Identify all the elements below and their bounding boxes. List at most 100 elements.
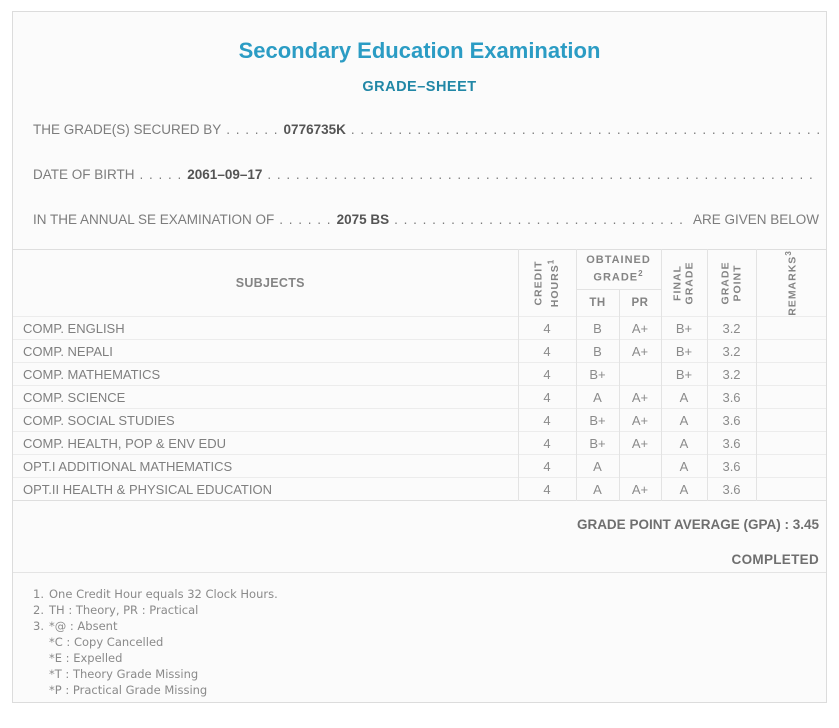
page-subtitle: GRADE–SHEET bbox=[362, 79, 477, 95]
footnote-line: 1. One Credit Hour equals 32 Clock Hours. bbox=[27, 586, 816, 602]
footnote-line: *E : Expelled bbox=[27, 650, 816, 666]
final-grade-header: FINAL GRADE bbox=[660, 249, 708, 317]
remarks-cell bbox=[755, 385, 826, 409]
table-row: COMP. HEALTH, POP & ENV EDU 4 B+ A+ A 3.6 bbox=[13, 431, 826, 455]
practical-column-header: PR bbox=[618, 289, 662, 317]
footnote-text: *E : Expelled bbox=[49, 651, 123, 665]
remarks-cell bbox=[755, 408, 826, 432]
footnote-number bbox=[27, 682, 44, 698]
footnote-text: *P : Practical Grade Missing bbox=[49, 683, 208, 697]
obtained-grade-header: OBTAINED GRADE2 bbox=[575, 249, 662, 290]
table-row: COMP. SCIENCE 4 A A+ A 3.6 bbox=[13, 385, 826, 409]
footnote-number bbox=[27, 650, 44, 666]
remarks-cell bbox=[755, 477, 826, 501]
info-line-secured-by: THE GRADE(S) SECURED BY . . . . . . 0776… bbox=[13, 123, 826, 137]
table-row: OPT.II HEALTH & PHYSICAL EDUCATION 4 A A+ A 3… bbox=[13, 477, 826, 501]
point-cell: 3.2 bbox=[706, 362, 757, 386]
info-line-examination: IN THE ANNUAL SE EXAMINATION OF . . . . … bbox=[13, 213, 826, 227]
theory-column-header: TH bbox=[575, 289, 619, 317]
th-cell: B bbox=[575, 316, 619, 340]
final-cell: B+ bbox=[660, 339, 708, 363]
th-cell: B+ bbox=[575, 431, 619, 455]
remarks-cell bbox=[755, 431, 826, 455]
info-line-date-of-birth: DATE OF BIRTH . . . . . 2061–09–17 . . .… bbox=[13, 168, 826, 182]
footnote-number: 3. bbox=[33, 619, 44, 633]
pr-cell: A+ bbox=[618, 339, 662, 363]
footnote-text: One Credit Hour equals 32 Clock Hours. bbox=[49, 587, 278, 601]
remarks-cell bbox=[755, 454, 826, 478]
subject-cell: OPT.II HEALTH & PHYSICAL EDUCATION bbox=[13, 477, 518, 501]
credit-cell: 4 bbox=[517, 477, 576, 501]
remarks-cell bbox=[755, 339, 826, 363]
gpa-line: GRADE POINT AVERAGE (GPA) : 3.45 bbox=[13, 517, 819, 532]
secured-by-label: THE GRADE(S) SECURED BY bbox=[33, 123, 222, 137]
final-cell: B+ bbox=[660, 362, 708, 386]
are-given-below-label: ARE GIVEN BELOW bbox=[692, 213, 819, 227]
subject-cell: OPT.I ADDITIONAL MATHEMATICS bbox=[13, 454, 518, 478]
subject-cell: COMP. SCIENCE bbox=[13, 385, 518, 409]
credit-hours-header: CREDIT HOURS1 bbox=[517, 249, 576, 317]
final-cell: A bbox=[660, 385, 708, 409]
dot-leader: . . . . . . . . . . . . . . . . . . . . … bbox=[267, 168, 819, 182]
footnotes-section: 1. One Credit Hour equals 32 Clock Hours.… bbox=[13, 573, 826, 698]
remarks-cell bbox=[755, 362, 826, 386]
dot-leader: . . . . . . bbox=[279, 213, 332, 227]
gpa-label: GRADE POINT AVERAGE (GPA) : bbox=[576, 517, 789, 532]
dot-leader: . . . . . . . . . . . . . . . . . . . . … bbox=[394, 213, 688, 227]
pr-cell: A+ bbox=[618, 477, 662, 501]
final-cell: A bbox=[660, 477, 708, 501]
th-cell: A bbox=[575, 385, 619, 409]
footnote-line: *C : Copy Cancelled bbox=[27, 634, 816, 650]
footer-divider bbox=[13, 572, 826, 573]
subject-cell: COMP. MATHEMATICS bbox=[13, 362, 518, 386]
th-cell: B+ bbox=[575, 408, 619, 432]
footnote-number bbox=[27, 634, 44, 650]
grades-table: SUBJECTS CREDIT HOURS1 OBTAINED GRADE2 FIN… bbox=[13, 249, 826, 501]
credit-cell: 4 bbox=[517, 408, 576, 432]
footnote-number: 2. bbox=[33, 603, 44, 617]
footnote-number: 1. bbox=[33, 587, 44, 601]
footnote-line: 3. *@ : Absent bbox=[27, 618, 816, 634]
th-cell: A bbox=[575, 477, 619, 501]
pr-cell bbox=[618, 362, 662, 386]
pr-cell: A+ bbox=[618, 385, 662, 409]
footnote-line: *T : Theory Grade Missing bbox=[27, 666, 816, 682]
dot-leader: . . . . . . . . . . . . . . . . . . . . … bbox=[350, 123, 819, 137]
footnote-text: *T : Theory Grade Missing bbox=[49, 667, 199, 681]
credit-cell: 4 bbox=[517, 362, 576, 386]
grade-sheet-card: Secondary Education Examination GRADE–SH… bbox=[12, 11, 827, 703]
table-row: COMP. MATHEMATICS 4 B+ B+ 3.2 bbox=[13, 362, 826, 386]
final-cell: B+ bbox=[660, 316, 708, 340]
credit-cell: 4 bbox=[517, 385, 576, 409]
table-row: COMP. ENGLISH 4 B A+ B+ 3.2 bbox=[13, 316, 826, 340]
pr-cell: A+ bbox=[618, 316, 662, 340]
point-cell: 3.6 bbox=[706, 385, 757, 409]
footnote-text: *@ : Absent bbox=[49, 619, 118, 633]
th-cell: B+ bbox=[575, 362, 619, 386]
subject-cell: COMP. SOCIAL STUDIES bbox=[13, 408, 518, 432]
table-row: COMP. NEPALI 4 B A+ B+ 3.2 bbox=[13, 339, 826, 363]
subject-cell: COMP. ENGLISH bbox=[13, 316, 518, 340]
date-of-birth-label: DATE OF BIRTH bbox=[33, 168, 135, 182]
credit-cell: 4 bbox=[517, 454, 576, 478]
dot-leader: . . . . . bbox=[139, 168, 183, 182]
footnote-text: TH : Theory, PR : Practical bbox=[49, 603, 199, 617]
subject-cell: COMP. NEPALI bbox=[13, 339, 518, 363]
dot-leader: . . . . . . bbox=[226, 123, 279, 137]
point-cell: 3.2 bbox=[706, 339, 757, 363]
point-cell: 3.6 bbox=[706, 477, 757, 501]
examination-label: IN THE ANNUAL SE EXAMINATION OF bbox=[33, 213, 275, 227]
grade-point-header: GRADE POINT bbox=[706, 249, 757, 317]
status-completed: COMPLETED bbox=[731, 552, 819, 567]
subject-cell: COMP. HEALTH, POP & ENV EDU bbox=[13, 431, 518, 455]
footnote-line: *P : Practical Grade Missing bbox=[27, 682, 816, 698]
credit-cell: 4 bbox=[517, 431, 576, 455]
summary-section: GRADE POINT AVERAGE (GPA) : 3.45 COMPLET… bbox=[13, 517, 826, 567]
pr-cell bbox=[618, 454, 662, 478]
pr-cell: A+ bbox=[618, 408, 662, 432]
date-of-birth-value: 2061–09–17 bbox=[187, 168, 263, 182]
page-title: Secondary Education Examination bbox=[238, 38, 601, 63]
subjects-header: SUBJECTS bbox=[235, 276, 305, 290]
footnote-number bbox=[27, 666, 44, 682]
remarks-header: REMARKS3 bbox=[755, 249, 826, 317]
